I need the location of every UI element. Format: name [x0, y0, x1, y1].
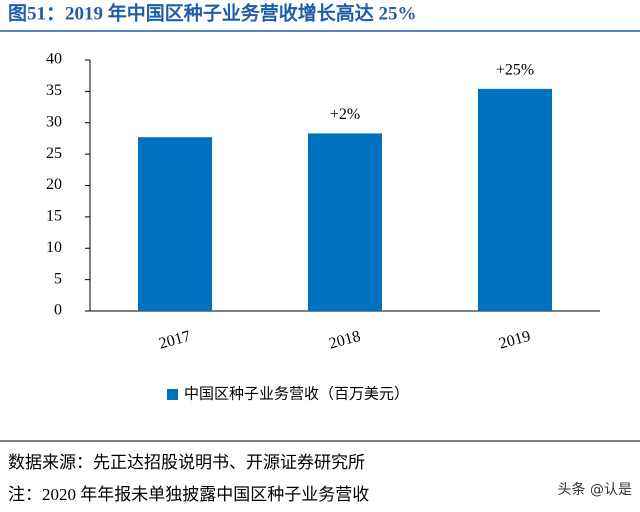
y-tick-label: 10 [46, 239, 62, 256]
y-tick-label: 30 [46, 113, 62, 130]
x-tick-label: 2017 [157, 328, 192, 353]
growth-label: +2% [330, 106, 360, 123]
y-tick-label: 5 [54, 270, 62, 287]
bar [478, 88, 552, 312]
chart-title: 图51：2019 年中国区种子业务营收增长高达 25% [8, 1, 417, 24]
legend-swatch [167, 389, 178, 400]
watermark: 头条 @认是 [558, 481, 632, 498]
y-tick-label: 35 [46, 82, 62, 99]
x-tick-label: 2018 [327, 328, 362, 353]
growth-label: +25% [496, 62, 534, 79]
y-tick-label: 40 [46, 51, 62, 68]
y-tick-label: 20 [46, 176, 62, 193]
y-tick-label: 25 [46, 145, 62, 162]
y-tick-label: 0 [54, 302, 62, 319]
note: 注：2020 年年报未单独披露中国区种子业务营收 [8, 485, 369, 504]
source: 数据来源：先正达招股说明书、开源证券研究所 [8, 453, 365, 472]
x-tick-label: 2019 [497, 328, 532, 353]
y-tick-label: 15 [46, 208, 62, 225]
bar [308, 133, 382, 311]
legend-label: 中国区种子业务营收（百万美元） [184, 385, 409, 402]
bar [138, 137, 212, 311]
